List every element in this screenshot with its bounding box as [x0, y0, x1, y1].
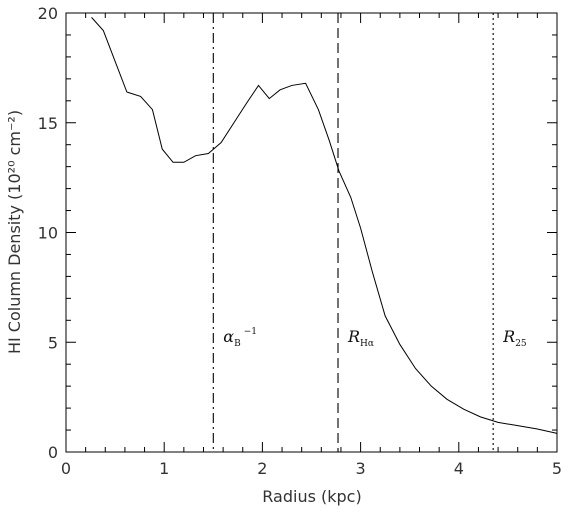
plot-frame	[65, 12, 558, 453]
x-tick-label: 0	[61, 459, 71, 478]
x-axis-title: Radius (kpc)	[262, 487, 361, 506]
x-tick-label: 1	[159, 459, 169, 478]
x-tick-label: 3	[356, 459, 366, 478]
y-tick-label: 15	[38, 114, 58, 133]
reference-labels: αB−1 RHα R25	[223, 327, 527, 349]
reference-line-label: RHα	[347, 327, 374, 349]
tick-labels: 0 1 2 3 4 5 0 5 10 15 20	[38, 4, 562, 478]
reference-lines	[212, 13, 494, 452]
reference-line-label: αB−1	[223, 327, 257, 349]
reference-line-label: R25	[502, 327, 527, 349]
y-axis-title: HI Column Density (10²⁰ cm⁻²)	[5, 110, 24, 354]
axis-ticks	[65, 12, 558, 453]
series-group	[91, 17, 558, 434]
x-tick-label: 2	[257, 459, 267, 478]
y-tick-label: 20	[38, 4, 58, 23]
series-line	[91, 17, 558, 434]
x-tick-label: 4	[454, 459, 464, 478]
y-tick-label: 5	[48, 333, 58, 352]
x-tick-label: 5	[552, 459, 562, 478]
y-tick-label: 0	[48, 443, 58, 462]
y-tick-label: 10	[38, 224, 58, 243]
plot-border	[65, 12, 558, 453]
